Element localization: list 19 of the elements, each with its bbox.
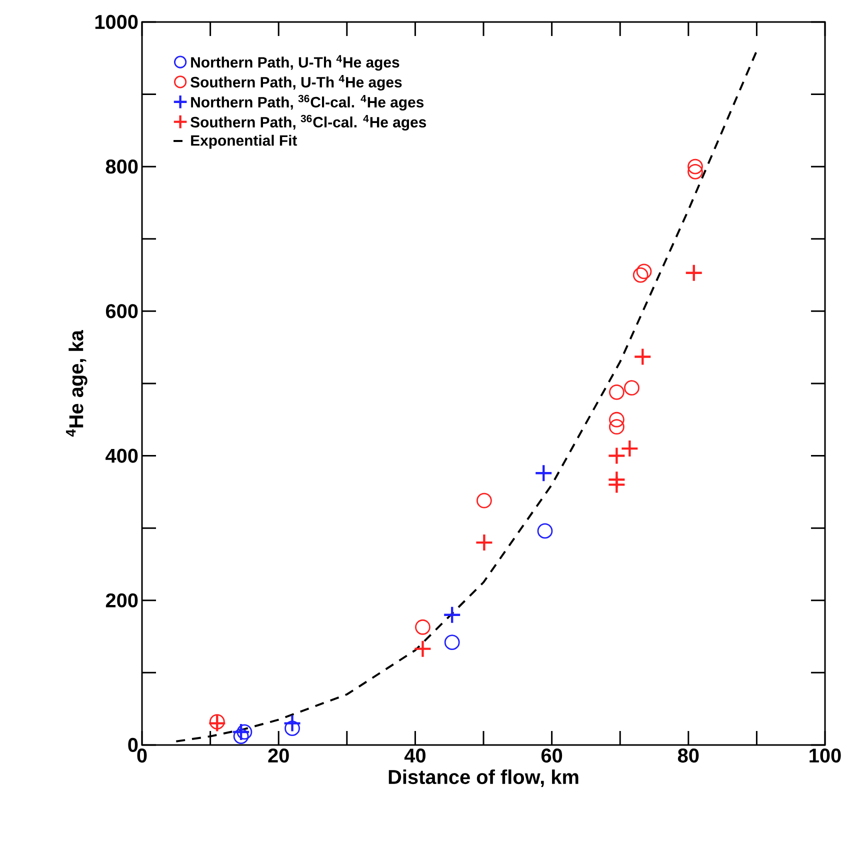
legend-label: Southern Path, U-Th $^{4}$He ages <box>190 74 402 91</box>
y-axis-title: $^{4}$He age, ka <box>66 330 88 437</box>
legend-label: Northern Path, $^{36}$Cl-cal. $^{4}$He ages <box>191 94 424 111</box>
y-tick-label: 1000 <box>95 14 138 30</box>
legend-label: Southern Path, $^{36}$Cl-cal. $^{4}$He ages <box>190 114 426 131</box>
legend-label: Exponential Fit <box>191 134 298 149</box>
x-tick-label: 60 <box>541 748 562 763</box>
y-tick-label: 0 <box>128 738 138 752</box>
y-tick-label: 800 <box>106 160 138 174</box>
y-tick-label: 600 <box>106 304 138 318</box>
y-tick-label: 400 <box>106 448 138 463</box>
x-tick-label: 0 <box>137 748 147 763</box>
x-tick-label: 80 <box>678 748 699 763</box>
x-tick-label: 40 <box>404 748 426 763</box>
x-tick-label: 20 <box>268 748 289 763</box>
y-tick-label: 200 <box>106 593 138 608</box>
x-tick-label: 100 <box>810 748 841 763</box>
x-axis-title: Distance of flow, km <box>388 769 578 787</box>
legend-label: Northern Path, U-Th $^{4}$He ages <box>191 55 400 71</box>
